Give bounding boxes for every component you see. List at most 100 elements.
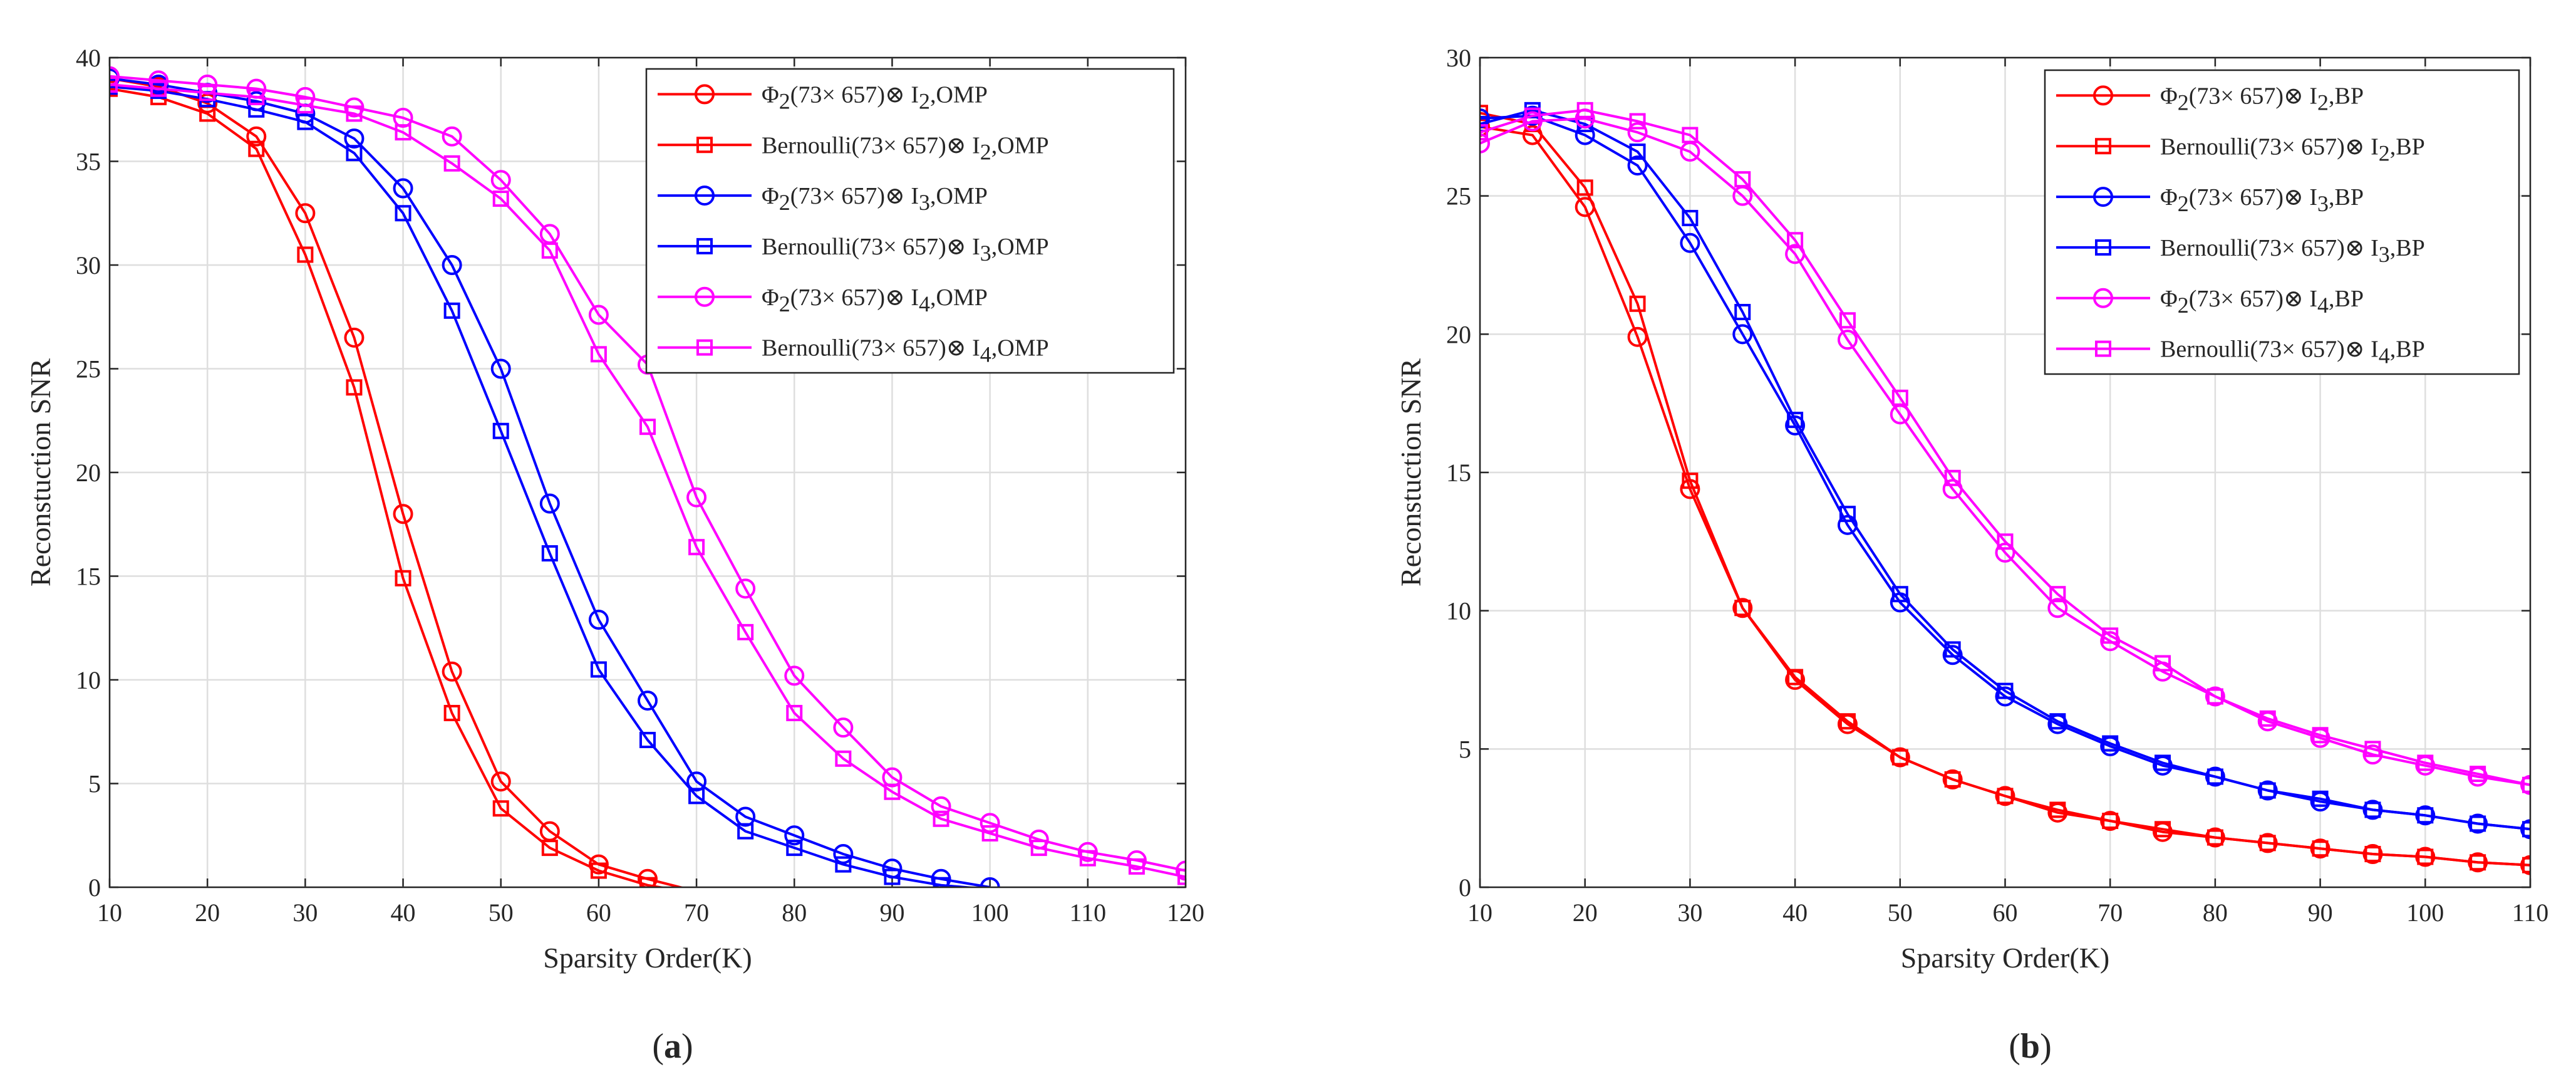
data-point-circle <box>393 178 413 199</box>
data-point-square <box>2522 776 2530 793</box>
legend-subscript: 2 <box>2178 191 2189 216</box>
data-point-square <box>2417 848 2434 865</box>
data-point-square <box>2049 801 2066 818</box>
data-point-square <box>1944 469 1961 486</box>
data-point-square <box>492 422 509 439</box>
data-point-square <box>443 155 460 172</box>
data-point-square <box>395 205 411 222</box>
legend-subscript: 4 <box>980 342 991 367</box>
plot-frame <box>1479 56 2532 889</box>
data-point-square <box>2522 857 2530 873</box>
legend-subscript: 4 <box>2317 293 2329 318</box>
legend-subscript: 4 <box>2379 343 2390 368</box>
caption-paren-open: ( <box>2009 1027 2020 1066</box>
data-point-circle <box>1732 324 1753 345</box>
subfigure-caption: (a) <box>652 1027 693 1066</box>
legend-label: Bernoulli(73× 657)⊗ I2,BP <box>2160 133 2425 165</box>
y-tick-label: 10 <box>76 666 101 694</box>
data-point-circle <box>539 493 560 514</box>
legend-subscript: 2 <box>2178 293 2189 318</box>
data-point-square <box>1128 858 1145 875</box>
data-point-circle <box>2205 686 2225 707</box>
x-tick-label: 60 <box>586 899 611 927</box>
data-point-square <box>1030 840 1047 857</box>
legend-text: Bernoulli <box>2160 133 2250 160</box>
data-point-square <box>346 145 363 162</box>
x-tick-label: 110 <box>1070 899 1107 927</box>
legend-subscript: 2 <box>2317 90 2329 115</box>
legend-entry: Bernoulli(73× 657)⊗ I2,OMP <box>658 132 1049 164</box>
legend-text: (73× 657)⊗ I <box>2250 133 2379 160</box>
data-point-square <box>1734 304 1751 321</box>
subfigure-caption: (b) <box>2009 1027 2051 1066</box>
data-point-circle <box>931 796 951 816</box>
x-tick-label: 90 <box>2308 899 2333 927</box>
legend-text: ,OMP <box>930 81 988 108</box>
y-tick-label: 40 <box>76 44 101 72</box>
data-point-circle <box>442 255 462 275</box>
data-point-square <box>688 788 705 805</box>
data-point-square <box>1576 102 1593 118</box>
legend-text: (73× 657)⊗ I <box>2189 184 2317 211</box>
data-point-square <box>2364 846 2381 863</box>
data-point-square <box>2049 586 2066 603</box>
data-point-circle <box>2257 780 2278 801</box>
x-axis-label: Sparsity Order(K) <box>543 942 752 974</box>
x-axis-label: Sparsity Order(K) <box>1901 942 2109 974</box>
legend-label: Bernoulli(73× 657)⊗ I4,OMP <box>762 335 1049 367</box>
legend-text: ,OMP <box>991 234 1049 260</box>
legend-text: Bernoulli <box>2160 235 2250 261</box>
legend-subscript: 2 <box>779 88 790 113</box>
legend-marker-square <box>2095 138 2111 155</box>
data-point-square <box>1997 788 2014 805</box>
legend-marker-square <box>2095 340 2111 357</box>
legend-subscript: 2 <box>2379 140 2390 165</box>
data-point-square <box>933 877 949 887</box>
data-point-circle <box>1995 786 2015 806</box>
x-tick-label: 80 <box>782 899 807 927</box>
data-point-circle <box>1077 842 1098 862</box>
data-point-square <box>2470 766 2486 783</box>
data-point-square <box>639 419 656 435</box>
legend-subscript: 2 <box>779 190 790 215</box>
y-tick-label: 25 <box>1446 182 1471 211</box>
legend-label: Φ2(73× 657)⊗ I2,BP <box>2160 83 2364 115</box>
x-tick-label: 10 <box>1467 899 1492 927</box>
data-point-circle <box>1522 111 1543 132</box>
data-point-square <box>541 242 558 259</box>
data-point-square <box>1997 682 2014 699</box>
data-point-square <box>1480 124 1488 141</box>
series-line <box>110 87 668 887</box>
legend-subscript: 2 <box>779 291 790 316</box>
data-point-circle <box>1480 117 1490 137</box>
y-tick-label: 0 <box>88 873 101 902</box>
data-point-circle <box>2047 598 2068 618</box>
data-point-square <box>443 302 460 319</box>
chart-panel-b: 10 20 30 40 50 60 70 80 90 100 110 0 5 10 15 20 25 30 Spar… <box>1395 44 2548 1066</box>
data-point-square <box>1839 506 1856 523</box>
legend-entry: Φ2(73× 657)⊗ I3,OMP <box>658 183 988 215</box>
x-tick-label: 50 <box>489 899 514 927</box>
data-point-circle <box>442 126 462 147</box>
data-point-square <box>737 623 754 640</box>
data-point-circle <box>1837 330 1858 350</box>
data-point-circle <box>1890 747 1910 768</box>
data-point-square <box>110 76 118 93</box>
plot-area <box>1480 102 2530 875</box>
data-point-square <box>1839 312 1856 329</box>
legend-subscript: 3 <box>2317 191 2329 216</box>
data-point-square <box>492 190 509 207</box>
legend-label: Bernoulli(73× 657)⊗ I2,OMP <box>762 132 1049 164</box>
legend-text: (73× 657)⊗ I <box>852 335 980 362</box>
data-point-circle <box>393 504 413 524</box>
legend-text: (73× 657)⊗ I <box>790 81 919 108</box>
data-point-circle <box>833 844 854 865</box>
data-point-square <box>541 840 558 857</box>
data-point-square <box>1839 713 1856 730</box>
y-tick-label: 25 <box>76 355 101 383</box>
x-tick-label: 40 <box>391 899 416 927</box>
x-tick-label: 20 <box>195 899 220 927</box>
y-tick-label: 5 <box>88 770 101 798</box>
